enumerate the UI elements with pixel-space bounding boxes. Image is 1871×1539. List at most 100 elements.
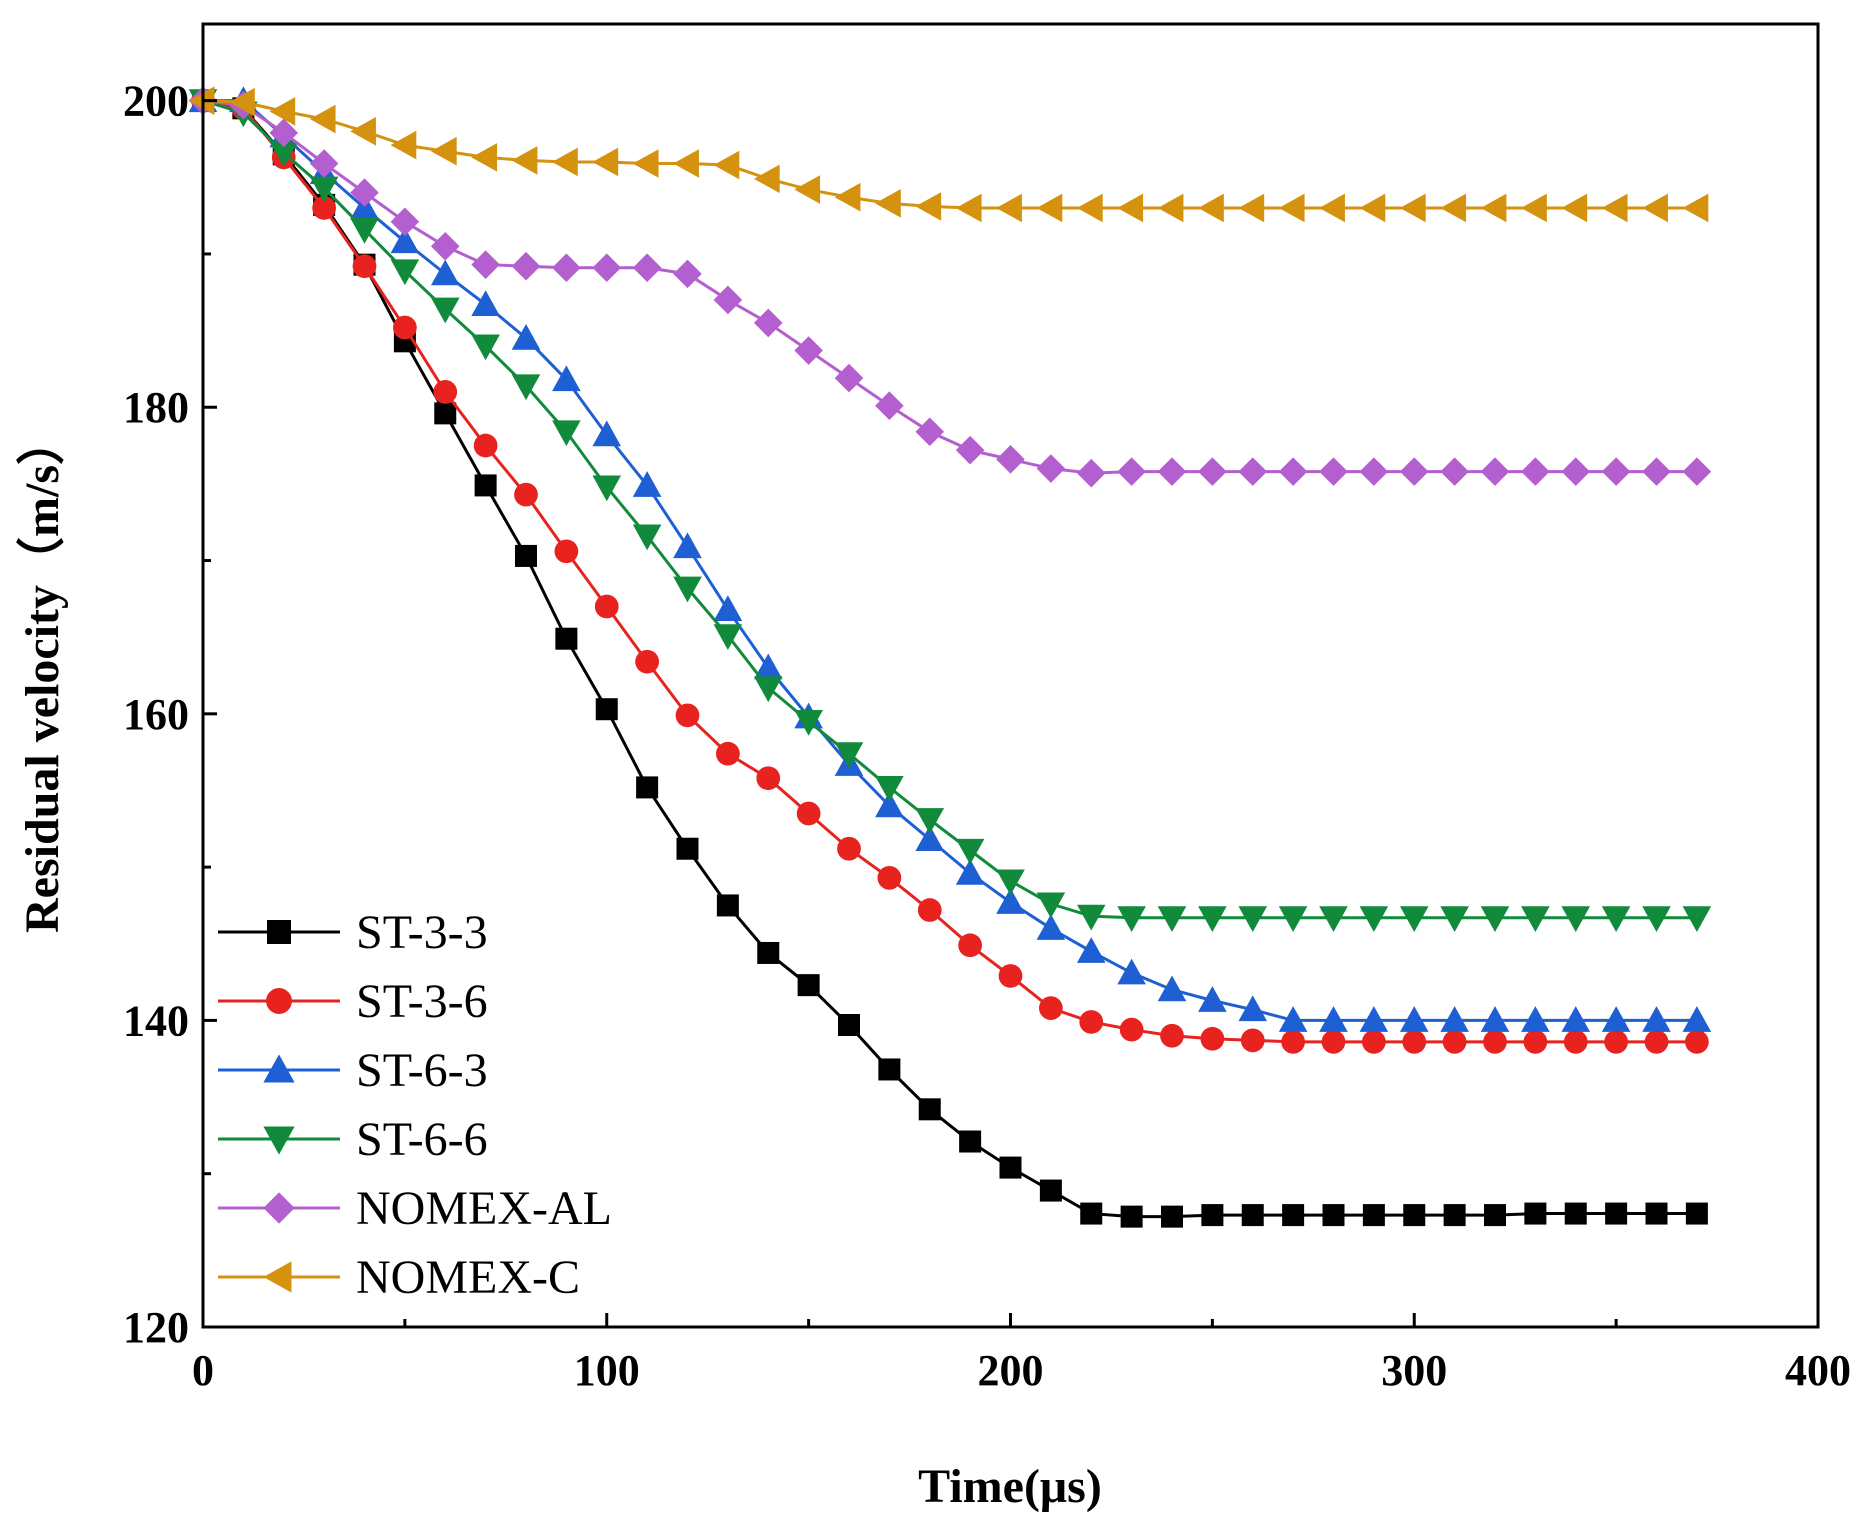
data-point-st-6-6-20 xyxy=(269,141,299,168)
data-point-st-3-3-110 xyxy=(636,776,659,799)
series-line-st-3-6 xyxy=(202,99,1697,1044)
data-point-nomex-al-230 xyxy=(1117,457,1146,486)
data-point-st-6-3-90 xyxy=(552,365,581,392)
data-point-st-6-3-230 xyxy=(1117,958,1146,985)
data-point-nomex-c-110 xyxy=(632,149,659,178)
data-point-st-6-6-210 xyxy=(1036,892,1066,919)
series-layer xyxy=(188,86,1712,1228)
data-point-nomex-c-270 xyxy=(1278,193,1305,223)
data-point-nomex-al-330 xyxy=(1521,457,1550,486)
data-point-nomex-c-100 xyxy=(592,147,619,177)
data-point-st-6-3-180 xyxy=(915,825,945,851)
series-line-nomex-al xyxy=(202,99,1697,475)
data-point-st-3-6-370 xyxy=(1684,1029,1709,1054)
data-point-st-3-3-80 xyxy=(515,544,537,567)
data-point-st-3-3-220 xyxy=(1080,1202,1103,1225)
data-point-st-3-3-160 xyxy=(838,1014,860,1037)
data-point-st-6-3-110 xyxy=(632,471,662,497)
data-point-st-6-6-170 xyxy=(875,775,904,802)
data-point-nomex-c-190 xyxy=(955,193,982,223)
data-point-st-6-6-300 xyxy=(1399,906,1429,933)
y-tick-label: 120 xyxy=(123,1303,189,1352)
data-point-nomex-al-90 xyxy=(552,253,581,283)
data-point-st-3-3-210 xyxy=(1039,1179,1062,1202)
data-point-st-6-3-210 xyxy=(1036,914,1066,940)
data-point-st-3-3-280 xyxy=(1322,1204,1345,1227)
data-point-st-6-3-340 xyxy=(1561,1006,1591,1032)
data-point-st-3-6-290 xyxy=(1361,1029,1386,1054)
data-point-st-6-3-170 xyxy=(875,791,904,818)
y-axis-title: Residual velocity（m/s） xyxy=(16,417,69,933)
data-point-nomex-al-70 xyxy=(471,250,500,279)
data-point-nomex-c-300 xyxy=(1399,193,1426,223)
y-tick-label: 180 xyxy=(123,383,189,432)
data-point-st-3-3-350 xyxy=(1605,1202,1628,1225)
data-point-st-6-3-330 xyxy=(1521,1006,1550,1032)
data-point-nomex-c-360 xyxy=(1642,193,1668,223)
data-point-st-3-3-240 xyxy=(1161,1205,1183,1228)
data-point-st-6-6-280 xyxy=(1319,906,1348,933)
data-point-st-6-6-140 xyxy=(753,676,783,703)
series-st-6-6 xyxy=(188,89,1712,933)
data-point-nomex-al-320 xyxy=(1480,457,1510,486)
data-point-st-3-6-40 xyxy=(352,254,377,279)
data-point-st-6-3-100 xyxy=(592,420,622,447)
data-point-nomex-al-150 xyxy=(794,336,823,365)
data-point-nomex-al-160 xyxy=(834,363,864,393)
legend-item-st-6-3: ST-6-3 xyxy=(218,1044,488,1097)
data-point-st-3-3-260 xyxy=(1241,1204,1264,1227)
data-point-nomex-al-260 xyxy=(1238,457,1268,486)
data-point-st-6-3-370 xyxy=(1682,1006,1712,1032)
data-point-nomex-c-150 xyxy=(794,175,821,204)
x-axis-title: Time(μs) xyxy=(918,1460,1102,1513)
data-point-st-3-6-340 xyxy=(1563,1029,1588,1054)
data-point-st-3-6-100 xyxy=(594,594,619,619)
data-point-st-3-3-120 xyxy=(676,837,699,860)
data-point-nomex-c-80 xyxy=(511,146,538,175)
data-point-st-3-3-360 xyxy=(1645,1202,1668,1225)
data-point-st-6-3-130 xyxy=(713,595,743,622)
data-point-nomex-c-250 xyxy=(1198,193,1224,223)
legend-label: ST-6-3 xyxy=(356,1044,488,1097)
legend-marker xyxy=(263,1054,295,1083)
legend-item-nomex-c: NOMEX-C xyxy=(218,1251,580,1304)
data-point-st-3-6-70 xyxy=(473,433,498,458)
legend-item-st-3-6: ST-3-6 xyxy=(218,975,488,1028)
data-point-st-3-3-140 xyxy=(757,941,780,964)
data-point-st-3-6-90 xyxy=(554,539,579,564)
data-point-nomex-c-20 xyxy=(269,97,296,126)
data-point-nomex-al-350 xyxy=(1601,457,1631,486)
data-point-st-6-6-30 xyxy=(309,176,339,203)
data-point-st-3-6-220 xyxy=(1079,1010,1104,1034)
data-point-st-3-3-90 xyxy=(555,627,578,650)
data-point-st-3-6-310 xyxy=(1442,1029,1467,1054)
legend-item-st-6-6: ST-6-6 xyxy=(218,1113,488,1166)
data-point-nomex-c-50 xyxy=(390,130,417,160)
data-point-nomex-al-140 xyxy=(753,308,783,338)
series-line-nomex-c xyxy=(202,99,1697,210)
data-point-st-6-6-60 xyxy=(430,297,460,324)
data-point-st-6-3-60 xyxy=(430,259,460,286)
y-tick-label: 160 xyxy=(123,690,189,739)
data-point-nomex-c-280 xyxy=(1319,193,1345,223)
data-point-nomex-al-20 xyxy=(269,118,299,148)
data-point-nomex-c-370 xyxy=(1682,193,1709,223)
data-point-nomex-c-340 xyxy=(1561,193,1588,223)
data-point-st-6-3-140 xyxy=(753,653,783,680)
data-point-nomex-al-180 xyxy=(915,417,945,447)
data-point-st-3-6-210 xyxy=(1038,996,1063,1021)
data-point-st-3-6-270 xyxy=(1281,1029,1306,1054)
data-point-nomex-c-10 xyxy=(229,87,255,117)
data-point-st-6-6-320 xyxy=(1480,906,1510,933)
y-tick-label: 140 xyxy=(123,996,189,1045)
data-point-st-6-3-240 xyxy=(1157,975,1187,1002)
data-point-st-6-6-180 xyxy=(915,808,945,834)
legend-label: ST-3-6 xyxy=(356,975,488,1028)
data-point-nomex-c-260 xyxy=(1238,193,1265,223)
legend-marker xyxy=(263,1261,292,1293)
data-point-st-3-3-250 xyxy=(1201,1204,1224,1227)
data-point-nomex-al-40 xyxy=(350,178,379,207)
data-point-st-6-6-270 xyxy=(1278,906,1308,933)
y-tick-label: 200 xyxy=(123,77,189,126)
